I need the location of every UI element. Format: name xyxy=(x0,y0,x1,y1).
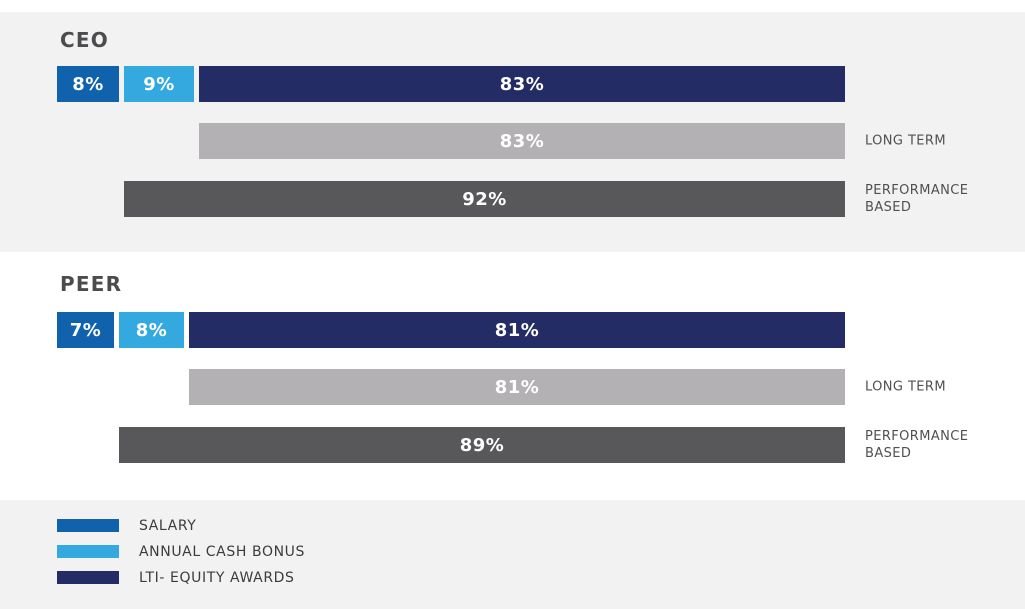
chart-area: 7% 8% 81% 81% LONG TERM 89% PERFO xyxy=(57,312,968,463)
group-section-ceo: CEO 8% 9% 83% 83% LONG TERM xyxy=(0,12,1025,252)
lti-swatch-icon xyxy=(57,571,119,584)
legend-item-annual-cash-bonus: ANNUAL CASH BONUS xyxy=(57,543,1025,560)
bar-value-label: 89% xyxy=(459,434,505,456)
bar-performance-based: 92% xyxy=(124,181,845,217)
bar-long-term: 83% xyxy=(199,123,845,159)
bar-value-label: 7% xyxy=(69,319,102,341)
long-term-row: 81% LONG TERM xyxy=(57,369,946,405)
performance-based-row: 89% PERFORMANCE BASED xyxy=(57,427,968,463)
group-section-peer: PEER 7% 8% 81% 81% LONG TERM xyxy=(0,252,1025,500)
chart-area: 8% 9% 83% 83% LONG TERM 92% PERFO xyxy=(57,66,968,217)
bonus-swatch-icon xyxy=(57,545,119,558)
bar-value-label: 83% xyxy=(499,130,545,152)
legend-label: SALARY xyxy=(139,517,197,534)
bar-value-label: 9% xyxy=(143,73,175,95)
long-term-row: 83% LONG TERM xyxy=(57,123,946,159)
bar-segment-bonus: 9% xyxy=(124,66,194,102)
bar-value-label: 81% xyxy=(494,319,540,341)
row-label-performance-based: PERFORMANCE BASED xyxy=(865,429,969,461)
bar-performance-based: 89% xyxy=(119,427,845,463)
stacked-bar-row: 7% 8% 81% xyxy=(57,312,845,348)
bar-segment-bonus: 8% xyxy=(119,312,184,348)
row-label-performance-based: PERFORMANCE BASED xyxy=(865,183,969,215)
bar-segment-salary: 8% xyxy=(57,66,119,102)
group-title: CEO xyxy=(60,28,109,52)
legend-label: ANNUAL CASH BONUS xyxy=(139,543,305,560)
bar-value-label: 81% xyxy=(494,376,540,398)
bar-long-term: 81% xyxy=(189,369,845,405)
legend-item-salary: SALARY xyxy=(57,517,1025,534)
stacked-bar-row: 8% 9% 83% xyxy=(57,66,845,102)
top-spacer-band xyxy=(0,0,1025,12)
performance-based-row: 92% PERFORMANCE BASED xyxy=(57,181,968,217)
bar-segment-lti: 83% xyxy=(199,66,845,102)
bar-value-label: 83% xyxy=(499,73,545,95)
row-label-long-term: LONG TERM xyxy=(865,379,946,395)
legend: SALARY ANNUAL CASH BONUS LTI- EQUITY AWA… xyxy=(0,500,1025,609)
row-label-long-term: LONG TERM xyxy=(865,133,946,149)
legend-label: LTI- EQUITY AWARDS xyxy=(139,569,295,586)
legend-item-lti-equity-awards: LTI- EQUITY AWARDS xyxy=(57,569,1025,586)
bar-value-label: 92% xyxy=(462,188,507,210)
bar-segment-salary: 7% xyxy=(57,312,114,348)
bar-value-label: 8% xyxy=(135,319,168,341)
bar-value-label: 8% xyxy=(72,73,104,95)
group-title: PEER xyxy=(60,272,123,296)
salary-swatch-icon xyxy=(57,519,119,532)
bar-segment-lti: 81% xyxy=(189,312,845,348)
